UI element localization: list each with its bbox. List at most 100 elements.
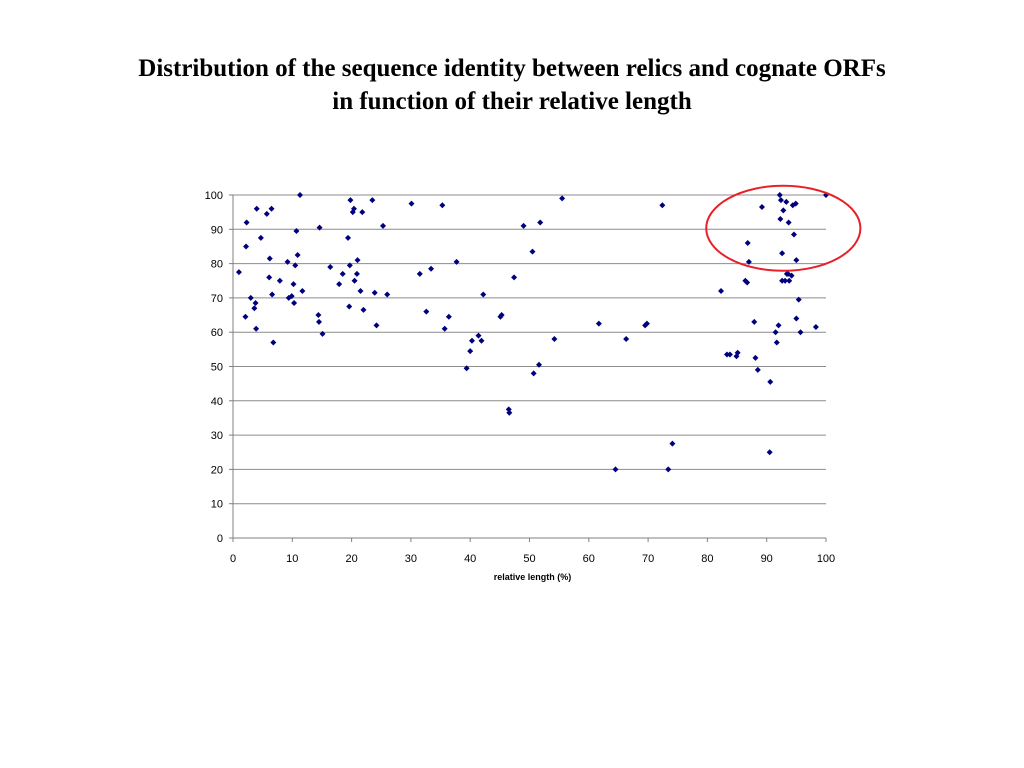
data-point [276,277,283,284]
data-point [463,365,470,372]
data-point [480,291,487,298]
data-point [511,274,518,281]
x-tick-label: 40 [464,553,476,565]
data-point [777,216,784,223]
data-point [299,288,306,295]
data-point [785,219,792,226]
data-point [347,197,354,204]
data-point [734,349,741,356]
y-tick-label: 100 [205,190,223,202]
y-tick-label: 20 [211,464,223,476]
y-tick-label: 50 [211,362,223,374]
data-point [530,370,537,377]
data-point [423,308,430,315]
data-point [776,192,783,198]
data-point [288,293,295,300]
data-point [252,300,259,307]
data-point [775,322,782,329]
data-point [294,252,301,259]
y-tick-label: 60 [211,327,223,339]
data-point [665,466,672,473]
data-point [359,209,366,216]
data-point [766,449,773,456]
data-point [612,466,619,473]
data-point [235,269,242,276]
data-point [315,318,322,325]
data-point [745,258,752,265]
data-point [351,277,358,284]
x-tick-label: 20 [345,553,357,565]
y-tick-label: 10 [211,499,223,511]
data-point [754,366,761,373]
data-point [257,234,264,241]
data-point [319,330,326,337]
data-point [263,210,270,217]
data-point [336,281,343,288]
data-point [290,281,297,288]
data-point [353,270,360,277]
data-point [253,325,260,332]
data-point [498,312,505,319]
data-point [284,258,291,265]
data-point [623,336,630,343]
data-point [475,332,482,339]
data-point [243,243,250,250]
data-point [793,315,800,322]
data-point [744,240,751,247]
data-point [795,296,802,303]
data-point [268,205,275,212]
data-point [441,325,448,332]
y-tick-label: 40 [211,396,223,408]
data-point [360,306,367,313]
gridlines [233,194,826,505]
data-point [266,274,273,281]
data-point [384,291,391,298]
data-point [535,361,542,368]
data-point [350,205,357,212]
data-point [339,270,346,277]
data-point [752,354,759,361]
data-point [812,324,819,331]
data-point [380,222,387,229]
data-point [792,200,799,207]
data-point [777,197,784,204]
x-tick-label: 50 [523,553,535,565]
data-point [416,270,423,277]
data-point [371,289,378,296]
data-point [453,258,460,265]
data-point [595,320,602,327]
data-point [786,277,793,284]
x-tick-label: 100 [817,553,835,565]
y-tick-label: 80 [211,259,223,271]
data-point [780,207,787,214]
data-point [346,262,353,269]
y-tick-label: 30 [211,430,223,442]
data-point [445,313,452,320]
chart-title-line-1: Distribution of the sequence identity be… [138,55,886,82]
data-point [782,277,789,284]
data-point [316,224,323,231]
x-tick-label: 30 [405,553,417,565]
data-point [269,291,276,298]
data-point [758,204,765,211]
data-point [643,320,650,327]
data-point [291,300,298,307]
x-axis-label: relative length (%) [494,572,572,582]
data-point [751,318,758,325]
y-tick-label: 70 [211,293,223,305]
data-point [779,250,786,257]
data-point [408,200,415,207]
data-point [243,219,250,226]
data-point [551,336,558,343]
y-tick-labels: 0 10 20 30 40 50 60 70 80 90 100 [205,190,223,545]
data-point [428,265,435,272]
data-point [772,329,779,336]
y-tick-label: 90 [211,224,223,236]
data-point [373,322,380,329]
data-point [520,222,527,229]
data-point [266,255,273,262]
data-point [357,288,364,295]
data-point [242,313,249,320]
data-point [346,303,353,310]
